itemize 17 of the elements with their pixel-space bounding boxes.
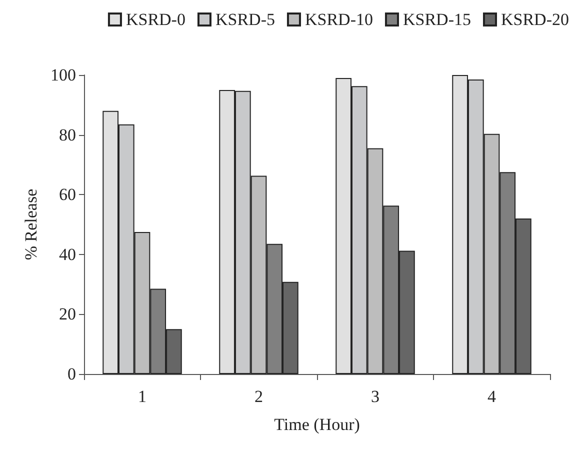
legend-label: KSRD-5 — [215, 10, 275, 29]
y-axis-title: % Release — [22, 188, 41, 260]
x-tick-label: 1 — [138, 387, 146, 406]
y-tick-label: 20 — [59, 304, 76, 324]
y-tick-label: 60 — [59, 185, 76, 204]
legend-label: KSRD-0 — [126, 10, 186, 29]
x-tick-label: 3 — [371, 387, 380, 406]
y-tick-label: 0 — [68, 364, 76, 384]
y-tick-label: 100 — [50, 66, 76, 84]
x-tick-label: 2 — [254, 387, 263, 406]
y-tick-label: 80 — [59, 125, 76, 144]
legend-label: KSRD-20 — [500, 10, 570, 29]
x-tick-label: 4 — [488, 387, 496, 406]
y-tick-label: 40 — [59, 244, 76, 264]
legend-label: KSRD-10 — [304, 10, 373, 29]
x-axis-title: Time (Hour) — [274, 415, 360, 434]
legend-label: KSRD-15 — [402, 10, 471, 29]
